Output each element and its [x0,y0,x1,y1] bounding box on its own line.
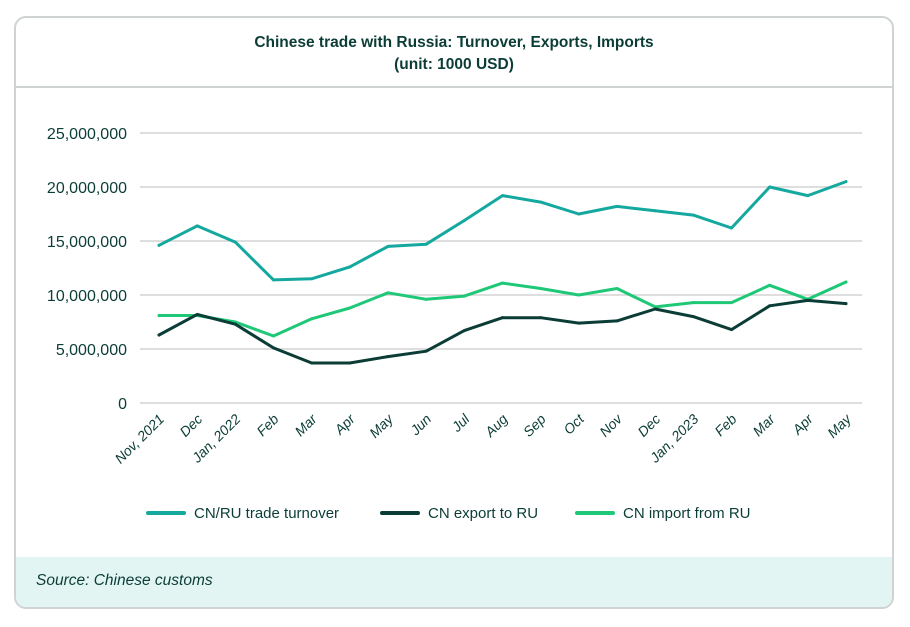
x-tick-label: May [824,410,855,441]
data-point [577,293,581,297]
data-point [157,314,161,318]
gridlines [140,132,862,404]
x-tick-label: Feb [253,411,282,440]
legend-label: CN export to RU [428,505,538,522]
chart-card: Chinese trade with Russia: Turnover, Exp… [14,16,894,609]
data-point [348,361,352,365]
y-tick-label: 25,000,000 [47,126,127,143]
data-point [691,315,695,319]
y-axis: 0 5,000,000 10,000,000 15,000,000 20,000,000… [47,126,127,413]
data-point [462,329,466,333]
data-point [844,302,848,306]
series-lines [157,180,848,365]
data-point [691,301,695,305]
data-point [233,240,237,244]
line-chart: 0 5,000,000 10,000,000 15,000,000 20,000,000… [47,126,862,522]
data-point [424,242,428,246]
data-point [730,226,733,230]
x-tick-label: Apr [789,410,817,438]
y-tick-label: 20,000,000 [47,180,127,197]
data-point [272,278,275,282]
x-tick-label: Nov [596,410,626,440]
x-tick-label: Jul [448,410,473,435]
legend: CN/RU trade turnover CN export to RU CN im… [146,505,751,522]
y-tick-label: 0 [118,396,127,413]
x-tick-label: Oct [560,410,587,437]
data-point [539,316,543,320]
x-tick-label: Sep [520,411,549,440]
x-tick-label: Jun [406,411,434,439]
legend-item[interactable]: CN/RU trade turnover [146,505,339,522]
data-point [501,194,504,198]
x-tick-label: Dec [176,411,205,440]
data-point [615,287,619,291]
data-point [844,280,848,284]
legend-item[interactable]: CN export to RU [380,505,538,522]
data-point [615,204,619,208]
data-point [501,316,504,320]
y-tick-label: 10,000,000 [47,288,127,305]
data-point [386,244,390,248]
data-point [462,294,466,298]
data-point [768,185,772,189]
data-point [691,213,695,217]
data-point [195,224,199,228]
data-point [806,298,810,302]
data-point [272,334,275,338]
data-point [462,218,466,222]
chart-title: Chinese trade with Russia: Turnover, Exp… [254,34,654,51]
data-point [577,321,581,325]
data-point [539,200,543,204]
data-point [424,297,428,301]
data-point [730,328,733,332]
data-point [386,355,390,359]
chart-header: Chinese trade with Russia: Turnover, Exp… [16,18,892,88]
data-point [653,307,657,311]
legend-item[interactable]: CN import from RU [575,505,751,522]
chart-footer: Source: Chinese customs [16,557,892,607]
data-point [806,194,810,198]
data-point [233,322,237,326]
data-point [424,349,428,353]
data-point [501,281,504,285]
data-point [730,301,733,305]
data-point [768,304,772,308]
data-point [539,287,543,291]
data-point [577,212,581,216]
x-tick-label: Aug [481,411,511,441]
data-point [310,277,314,281]
x-tick-label: Dec [634,411,663,440]
y-tick-label: 15,000,000 [47,234,127,251]
data-point [348,265,352,269]
x-tick-label: Apr [331,410,359,438]
data-point [157,243,161,247]
chart-subtitle: (unit: 1000 USD) [394,56,514,73]
series-line-2 [157,280,848,338]
x-tick-label: Mar [749,410,778,439]
legend-label: CN/RU trade turnover [194,505,339,522]
data-point [348,306,352,310]
legend-label: CN import from RU [623,505,751,522]
data-point [768,283,772,287]
data-point [844,180,848,184]
data-point [195,312,199,316]
data-point [272,346,275,350]
data-point [157,333,161,337]
data-point [310,361,314,365]
data-point [615,319,619,323]
x-tick-label: Nov, 2021 [111,411,167,467]
data-point [386,291,390,295]
source-note: Source: Chinese customs [36,572,213,589]
data-point [653,209,657,213]
x-tick-label: Mar [291,410,320,439]
y-tick-label: 5,000,000 [56,342,127,359]
data-point [310,317,314,321]
x-tick-label: May [366,410,397,441]
x-tick-label: Feb [711,411,740,440]
